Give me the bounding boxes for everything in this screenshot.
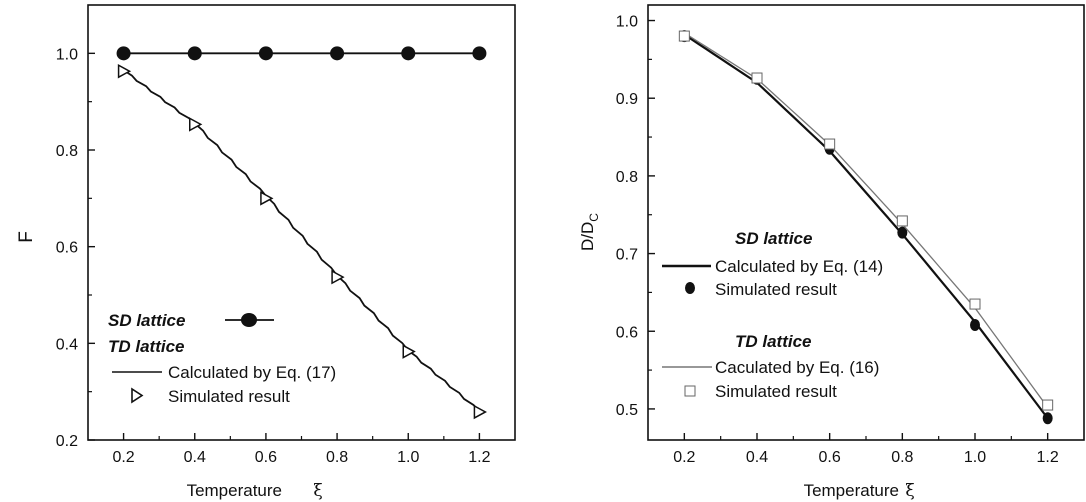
x-tick-label-left: 1.0	[397, 449, 419, 466]
x-tick-label-right: 0.4	[746, 449, 768, 466]
y-tick-label-right: 0.6	[616, 324, 638, 341]
legend-sd-sim-marker-right	[685, 282, 695, 294]
y-axis-label-right: D/DC	[578, 213, 601, 251]
legend-td-title-right: TD lattice	[735, 332, 812, 351]
legend-td-sim-marker-right	[684, 385, 696, 397]
data-point-left	[117, 63, 132, 79]
legend-sd-marker-left	[241, 313, 257, 327]
series-line-right	[683, 33, 1049, 419]
data-point-right	[970, 319, 980, 332]
legend-td-sim-label-right: Simulated result	[715, 382, 837, 401]
x-axis-label-right: Temperature	[804, 481, 899, 500]
x-tick-label-left: 0.4	[184, 449, 206, 466]
legend-sd-sim-label-right: Simulated result	[715, 280, 837, 299]
chart-left: 0.2 0.4 0.6 0.8 1.0 1.2 0.2 0.4 0.6 0.8 1.0 F Temp…	[16, 4, 516, 501]
x-axis-symbol-right: ξ	[905, 481, 914, 501]
legend-sd-title-right: SD lattice	[735, 229, 812, 248]
series-line-left	[123, 69, 481, 412]
x-tick-label-left: 0.2	[112, 449, 134, 466]
series-line-right	[683, 32, 1049, 408]
y-tick-label-left: 0.2	[56, 433, 78, 450]
data-point-right	[1042, 399, 1054, 411]
x-tick-label-left: 0.8	[326, 449, 348, 466]
data-point-right	[896, 215, 908, 227]
data-point-right	[969, 298, 981, 310]
chart-right: 0.2 0.4 0.6 0.8 1.0 1.2 0.5 0.6 0.7 0.8 0.9 1.0 D/D…	[578, 4, 1085, 501]
data-point-right	[1042, 412, 1053, 425]
y-tick-label-left: 1.0	[56, 46, 78, 63]
data-point-right	[897, 226, 908, 239]
x-tick-label-right: 0.6	[819, 449, 841, 466]
axes-right: 0.2 0.4 0.6 0.8 1.0 1.2 0.5 0.6 0.7 0.8 0.9 1.0	[616, 14, 1059, 466]
data-point-right	[824, 138, 836, 150]
y-tick-label-right: 0.7	[616, 247, 638, 264]
axes-left: 0.2 0.4 0.6 0.8 1.0 1.2 0.2 0.4 0.6 0.8 1.0	[56, 46, 491, 466]
y-axis-label-right-main: D/D	[578, 222, 597, 251]
legend-td-title-left: TD lattice	[108, 337, 185, 356]
y-tick-label-right: 0.9	[616, 91, 638, 108]
data-point-left	[258, 46, 273, 61]
y-tick-label-right: 1.0	[616, 14, 638, 31]
y-tick-label-left: 0.4	[56, 336, 78, 353]
data-point-left	[402, 344, 416, 359]
data-point-right	[751, 72, 763, 84]
data-point-left	[116, 46, 131, 61]
x-axis-label-left: Temperature	[187, 481, 282, 500]
x-tick-label-left: 1.2	[468, 449, 490, 466]
x-tick-label-right: 0.2	[673, 449, 695, 466]
data-point-left	[401, 46, 416, 61]
data-point-left	[331, 269, 345, 285]
series-left	[116, 46, 487, 420]
y-tick-label-right: 0.8	[616, 169, 638, 186]
y-axis-label-right-sub: C	[587, 213, 601, 222]
data-point-left	[189, 117, 203, 132]
legend-sim-marker-left	[131, 387, 144, 404]
legend-sd-title-left: SD lattice	[108, 311, 185, 330]
data-point-left	[472, 46, 487, 61]
data-point-left	[330, 46, 345, 61]
y-axis-label-left: F	[16, 231, 37, 243]
legend-sim-label-left: Simulated result	[168, 387, 290, 406]
x-tick-label-right: 1.0	[964, 449, 986, 466]
x-tick-label-right: 0.8	[891, 449, 913, 466]
y-tick-label-left: 0.8	[56, 143, 78, 160]
data-point-left	[260, 191, 274, 206]
x-tick-label-right: 1.2	[1037, 449, 1059, 466]
legend-right: SD lattice Calculated by Eq. (14) Simula…	[662, 229, 883, 401]
x-tick-label-left: 0.6	[255, 449, 277, 466]
x-axis-symbol-left: ξ	[313, 481, 322, 501]
legend-sd-calc-label-right: Calculated by Eq. (14)	[715, 257, 883, 276]
data-point-left	[187, 46, 202, 61]
legend-td-calc-label-right: Caculated by Eq. (16)	[715, 358, 879, 377]
y-tick-label-left: 0.6	[56, 240, 78, 257]
series-right	[678, 30, 1054, 425]
legend-left: SD lattice TD lattice Calculated by Eq. …	[108, 311, 336, 406]
legend-calc-label-left: Calculated by Eq. (17)	[168, 363, 336, 382]
data-point-right	[678, 30, 690, 42]
y-tick-label-right: 0.5	[616, 402, 638, 419]
data-point-left	[473, 404, 487, 420]
